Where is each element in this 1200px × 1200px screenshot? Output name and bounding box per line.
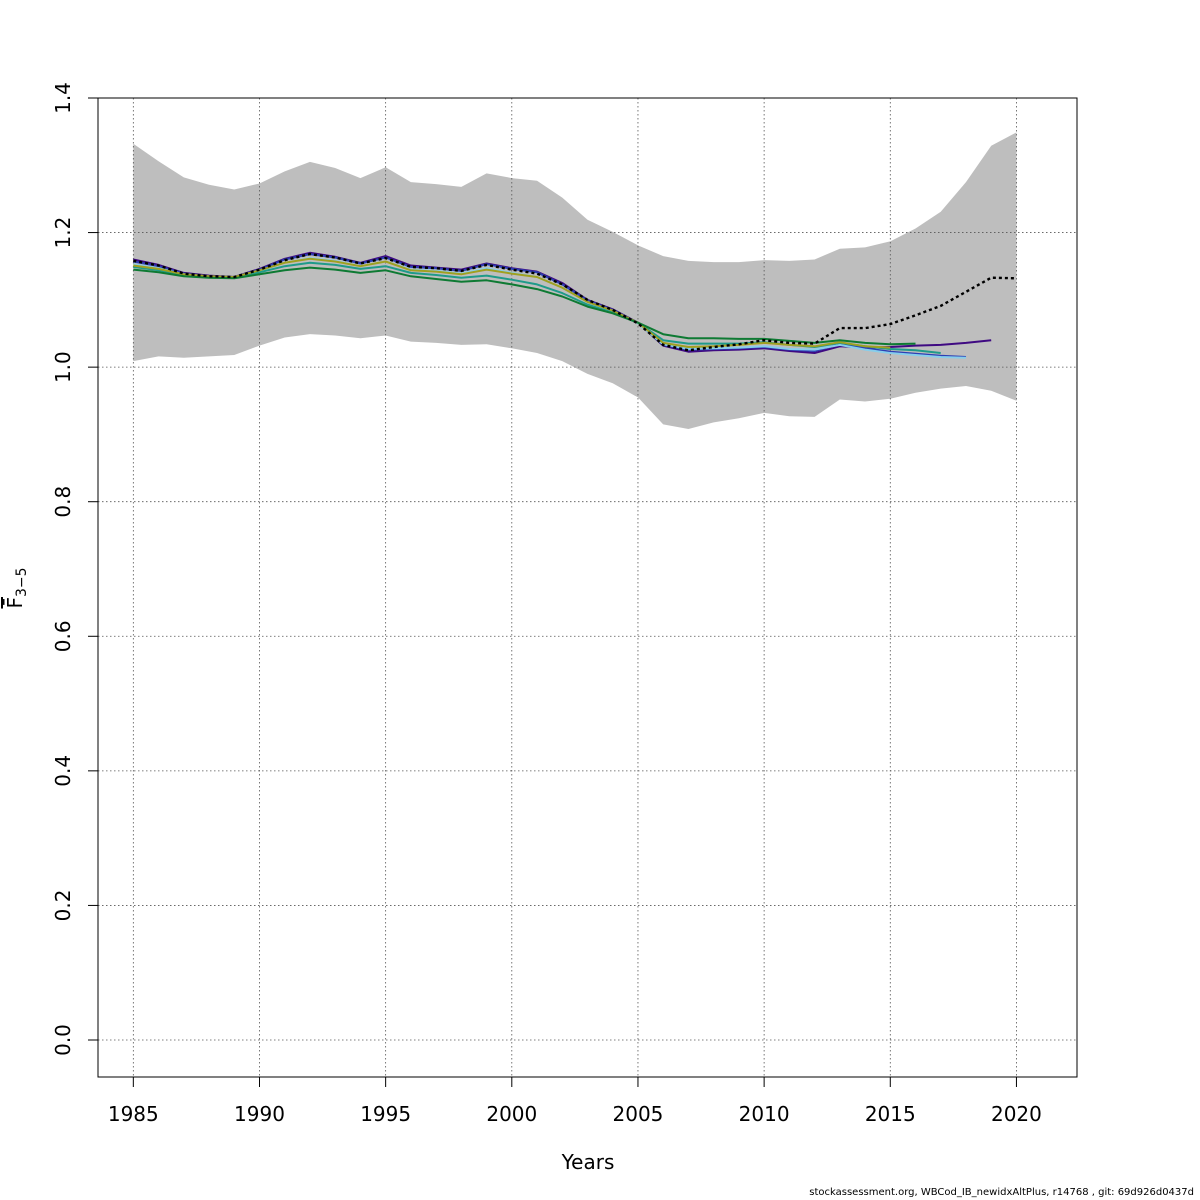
svg-text:0.8: 0.8 [51, 486, 75, 518]
x-tick-label: 2015 [865, 1102, 916, 1126]
x-tick-label: 2010 [739, 1102, 790, 1126]
y-axis-title: F̄3−5 [2, 567, 30, 608]
confidence-band [133, 132, 1017, 430]
svg-text:0.4: 0.4 [51, 755, 75, 787]
series-line-1 [133, 252, 1017, 352]
y-tick-label: 1.0 [51, 351, 75, 383]
svg-text:F̄3−5: F̄3−5 [2, 567, 30, 608]
y-axis-title-sub: 3−5 [14, 567, 30, 597]
y-tick-label: 0.6 [51, 620, 75, 652]
x-tick-label: 1995 [360, 1102, 411, 1126]
svg-text:1.2: 1.2 [51, 217, 75, 249]
footer-credit: stockassessment.org, WBCod_IB_newidxAltP… [809, 1187, 1194, 1198]
svg-text:1.4: 1.4 [51, 82, 75, 114]
confidence-band-layer [133, 132, 1017, 430]
y-tick-label: 0.8 [51, 486, 75, 518]
x-tick-label: 2000 [486, 1102, 537, 1126]
x-tick-label: 2005 [613, 1102, 664, 1126]
svg-text:1.0: 1.0 [51, 351, 75, 383]
x-tick-label: 1990 [234, 1102, 285, 1126]
axis-layer: 1985 1990 1995 2000 2005 2010 2015 2020 0.0 0.2 0.… [51, 82, 1042, 1126]
svg-text:0.6: 0.6 [51, 620, 75, 652]
svg-text:0.0: 0.0 [51, 1024, 75, 1056]
svg-text:0.2: 0.2 [51, 890, 75, 922]
x-tick-label: 2020 [991, 1102, 1042, 1126]
series-layer [133, 251, 1017, 359]
x-tick-label: 1985 [108, 1102, 159, 1126]
y-tick-label: 0.4 [51, 755, 75, 787]
y-tick-label: 1.4 [51, 82, 75, 114]
y-tick-label: 0.2 [51, 890, 75, 922]
series-line-7 [133, 266, 916, 346]
x-axis-title: Years [561, 1150, 615, 1174]
y-tick-label: 1.2 [51, 217, 75, 249]
y-axis-title-main: F̄ [2, 597, 27, 609]
y-tick-label: 0.0 [51, 1024, 75, 1056]
